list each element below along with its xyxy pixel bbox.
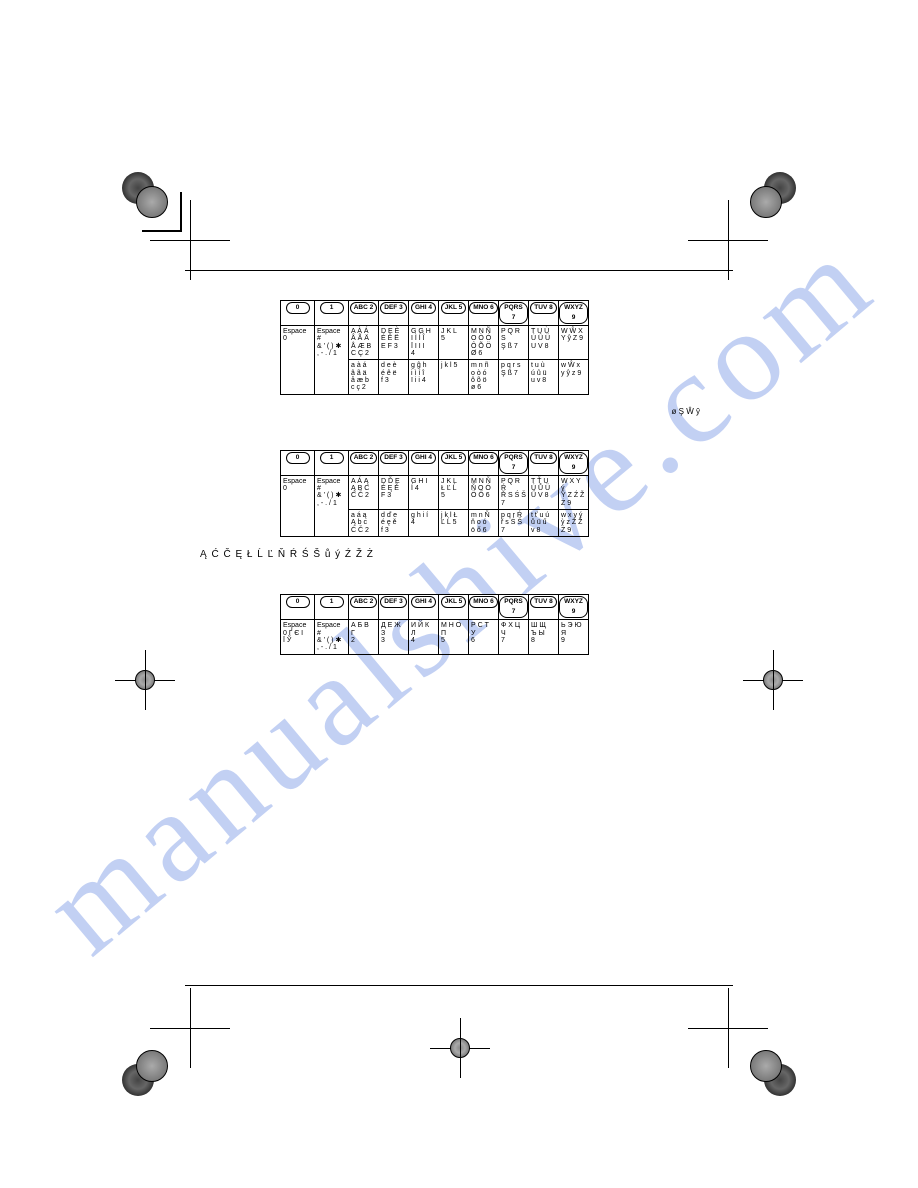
table-row: Espace 0 Ґ Є І Ї Ў Espace # & ' ( ) ✱ , …	[281, 620, 589, 654]
key-2: ABC 2	[350, 302, 378, 314]
cell: Espace # & ' ( ) ✱ , - . / 1	[315, 620, 349, 654]
key-0: 0	[286, 302, 310, 314]
page-content: 0 1 ABC 2 DEF 3 GHI 4 JKL 5 MNO 6 PQRS 7…	[200, 300, 720, 655]
key-7: PQRS 7	[499, 452, 528, 474]
key-7: PQRS 7	[499, 596, 528, 618]
key-6: MNO 6	[469, 452, 498, 464]
cell: t ť u ú ů ü ű v 8	[529, 510, 559, 537]
char-table-3: 0 1 ABC 2 DEF 3 GHI 4 JKL 5 MNO 6 PQRS 7…	[280, 594, 589, 654]
key-8: TUV 8	[530, 302, 556, 314]
cell: W Ŵ X Y ŷ Z 9	[559, 326, 589, 360]
key-4: GHI 4	[411, 452, 436, 464]
key-3: DEF 3	[380, 452, 406, 464]
cell: Espace 0	[281, 475, 315, 536]
key-8: TUV 8	[530, 452, 556, 464]
cell: W X Y ý Ý Z Ź Ž Ż 9	[559, 475, 589, 509]
key-7: PQRS 7	[499, 302, 528, 324]
table-row: Espace 0 Espace # & ' ( ) ✱ , - . / 1 A …	[281, 326, 589, 360]
key-5: JKL 5	[441, 452, 467, 464]
key-2: ABC 2	[350, 596, 378, 608]
cell: Ь Э Ю Я 9	[559, 620, 589, 654]
cell: m n Ň ň o ó ö ő 6	[469, 510, 499, 537]
cell: t u ù ú û ü u v 8	[529, 360, 559, 394]
cell: Ш Щ Ъ Ы 8	[529, 620, 559, 654]
cell: d ď e é ę ě f 3	[379, 510, 409, 537]
cell: Espace 0	[281, 326, 315, 395]
key-9: WXYZ 9	[559, 452, 588, 474]
page-bottom-rule	[185, 985, 733, 986]
cell: P Q R S Ş ß 7	[499, 326, 529, 360]
cell: M N Ň Ň O Ó Ö Ő 6	[469, 475, 499, 509]
cell: M N Ñ O Ò Ó Ô Õ Ö Ø 6	[469, 326, 499, 360]
key-1: 1	[320, 596, 344, 608]
cell: A À Á Â Ã Ä Å Æ B C Ç 2	[349, 326, 379, 360]
table-header-row: 0 1 ABC 2 DEF 3 GHI 4 JKL 5 MNO 6 PQRS 7…	[281, 595, 589, 620]
cell: D E È É Ê Ë E F 3	[379, 326, 409, 360]
cell: Espace 0 Ґ Є І Ї Ў	[281, 620, 315, 654]
key-1: 1	[320, 302, 344, 314]
cell: j k l 5	[439, 360, 469, 394]
side-mark-bottom	[430, 1018, 490, 1078]
char-table-2: 0 1 ABC 2 DEF 3 GHI 4 JKL 5 MNO 6 PQRS 7…	[280, 450, 589, 537]
cell: P Q R Ŕ Ř S Ś Š 7	[499, 475, 529, 509]
cell: g ĝ h i ì í î ï i i 4	[409, 360, 439, 394]
cell: g h i í 4	[409, 510, 439, 537]
reg-mark-top-right	[708, 180, 788, 260]
cell: A Á Ą Ą B C Ć Č 2	[349, 475, 379, 509]
cell: D Ď E É Ę Ě F 3	[379, 475, 409, 509]
table-row: Espace 0 Espace # & ' ( ) ✱ , - . / 1 A …	[281, 475, 589, 509]
key-4: GHI 4	[411, 302, 436, 314]
cell: Espace # & ' ( ) ✱ , - . / 1	[315, 326, 349, 395]
key-9: WXYZ 9	[559, 302, 588, 324]
side-mark-left	[115, 650, 175, 710]
cell: Ф Х Ц Ч 7	[499, 620, 529, 654]
key-9: WXYZ 9	[559, 596, 588, 618]
caption-2: Ą Ć Č Ę Ł Ĺ Ľ Ň Ŕ Ś Š ů ý Ź Ž Ż	[200, 549, 720, 560]
key-0: 0	[286, 452, 310, 464]
reg-mark-bottom-right	[708, 1008, 788, 1088]
cell: J K L 5	[439, 326, 469, 360]
cell: m n ñ o ò ó ô õ ö ø 6	[469, 360, 499, 394]
cell: j k l Ł Ľ Ĺ 5	[439, 510, 469, 537]
cell: w Ŵ x y ŷ z 9	[559, 360, 589, 394]
key-6: MNO 6	[469, 302, 498, 314]
cell: a à á â ã ä å æ b c ç 2	[349, 360, 379, 394]
table-header-row: 0 1 ABC 2 DEF 3 GHI 4 JKL 5 MNO 6 PQRS 7…	[281, 301, 589, 326]
cell: T Ť U Ú Ů Ü Ű V 8	[529, 475, 559, 509]
key-3: DEF 3	[380, 302, 406, 314]
side-mark-right	[743, 650, 803, 710]
cell: T U Ù Ú Û Ü U V 8	[529, 326, 559, 360]
cell: p q r Ŕ ř s Ś Š 7	[499, 510, 529, 537]
cell: Д Е Ж З 3	[379, 620, 409, 654]
reg-mark-bottom-left	[130, 1008, 210, 1088]
key-6: MNO 6	[469, 596, 498, 608]
cell: p q r s Ş ß 7	[499, 360, 529, 394]
cell: G G H I Ì Í Î Ï I I I 4	[409, 326, 439, 360]
table-header-row: 0 1 ABC 2 DEF 3 GHI 4 JKL 5 MNO 6 PQRS 7…	[281, 450, 589, 475]
cell: М Н О П 5	[439, 620, 469, 654]
cell: w x y ý ỳ z Ź Ž Ż 9	[559, 510, 589, 537]
key-3: DEF 3	[380, 596, 406, 608]
cell: А Б В Г 2	[349, 620, 379, 654]
cell: Р С Т У 6	[469, 620, 499, 654]
reg-mark-top-left	[130, 180, 210, 260]
char-table-1: 0 1 ABC 2 DEF 3 GHI 4 JKL 5 MNO 6 PQRS 7…	[280, 300, 589, 395]
cell: a á ą Ą b c Ć Č 2	[349, 510, 379, 537]
key-2: ABC 2	[350, 452, 378, 464]
key-1: 1	[320, 452, 344, 464]
key-5: JKL 5	[441, 302, 467, 314]
cell: J K L Ł Ľ Ĺ 5	[439, 475, 469, 509]
key-0: 0	[286, 596, 310, 608]
cell: И Й К Л 4	[409, 620, 439, 654]
cell: d e è é ê ë f 3	[379, 360, 409, 394]
key-8: TUV 8	[530, 596, 556, 608]
key-5: JKL 5	[441, 596, 467, 608]
caption-1: ø Ş Ŵ ŷ	[200, 407, 720, 416]
key-4: GHI 4	[411, 596, 436, 608]
cell: Espace # & ' ( ) ✱ , - . / 1	[315, 475, 349, 536]
cell: G H I Í 4	[409, 475, 439, 509]
